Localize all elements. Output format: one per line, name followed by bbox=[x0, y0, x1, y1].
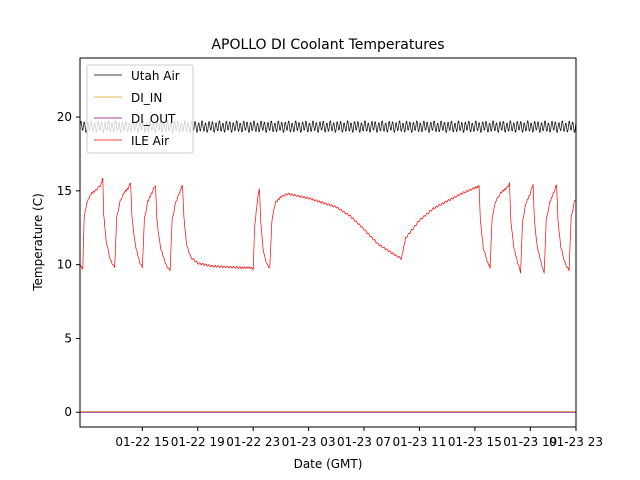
x-tick-label: 01-23 23 bbox=[549, 435, 603, 449]
legend-box bbox=[86, 64, 194, 154]
y-tick-label: 0 bbox=[64, 405, 72, 419]
y-tick-label: 15 bbox=[57, 184, 72, 198]
legend-label-di-out: DI_OUT bbox=[131, 112, 176, 126]
series-line-ile-air bbox=[80, 178, 576, 274]
x-tick-label: 01-22 15 bbox=[115, 435, 169, 449]
x-tick-label: 01-23 07 bbox=[337, 435, 391, 449]
plot-area bbox=[80, 120, 576, 413]
y-axis: 0 5 10 15 20 bbox=[57, 110, 80, 419]
plot-frame bbox=[79, 57, 577, 428]
x-tick-label: 01-22 23 bbox=[226, 435, 280, 449]
x-tick-label: 01-23 15 bbox=[448, 435, 502, 449]
chart-title: APOLLO DI Coolant Temperatures bbox=[211, 37, 444, 53]
legend: Utah Air DI_IN DI_OUT ILE Air bbox=[86, 64, 194, 154]
y-tick-label: 10 bbox=[57, 258, 72, 272]
x-axis: 01-22 15 01-22 19 01-22 23 01-23 03 01-23 07… bbox=[115, 427, 603, 449]
y-tick-label: 5 bbox=[64, 331, 72, 345]
x-tick-label: 01-23 03 bbox=[282, 435, 336, 449]
legend-label-ile-air: ILE Air bbox=[131, 134, 169, 148]
x-tick-label: 01-23 19 bbox=[503, 435, 557, 449]
x-tick-label: 01-23 11 bbox=[392, 435, 446, 449]
legend-label-utah-air: Utah Air bbox=[131, 69, 180, 83]
x-tick-label: 01-22 19 bbox=[171, 435, 225, 449]
y-axis-label: Temperature (C) bbox=[31, 193, 45, 292]
legend-label-di-in: DI_IN bbox=[131, 91, 162, 105]
y-tick-label: 20 bbox=[57, 110, 72, 124]
x-axis-label: Date (GMT) bbox=[294, 457, 363, 471]
